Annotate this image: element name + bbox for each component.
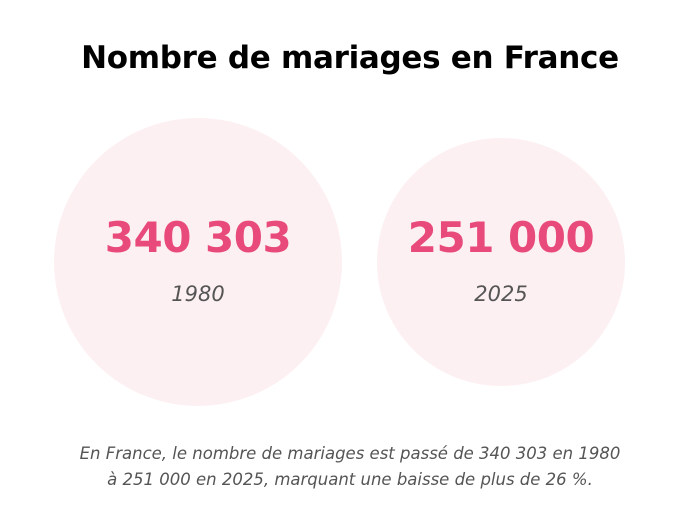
bubble-2025 [377, 138, 625, 386]
caption-line-2: à 251 000 en 2025, marquant une baisse d… [107, 470, 593, 489]
bubble-1980 [54, 118, 342, 406]
chart-caption: En France, le nombre de mariages est pas… [30, 441, 670, 493]
bubble-year-label: 2025 [474, 282, 528, 306]
bubble-value-label: 251 000 [407, 213, 595, 262]
bubble-value-label: 340 303 [104, 213, 292, 262]
chart-title: Nombre de mariages en France [81, 40, 619, 76]
caption-line-1: En France, le nombre de mariages est pas… [79, 444, 621, 463]
bubble-year-label: 1980 [171, 282, 225, 306]
